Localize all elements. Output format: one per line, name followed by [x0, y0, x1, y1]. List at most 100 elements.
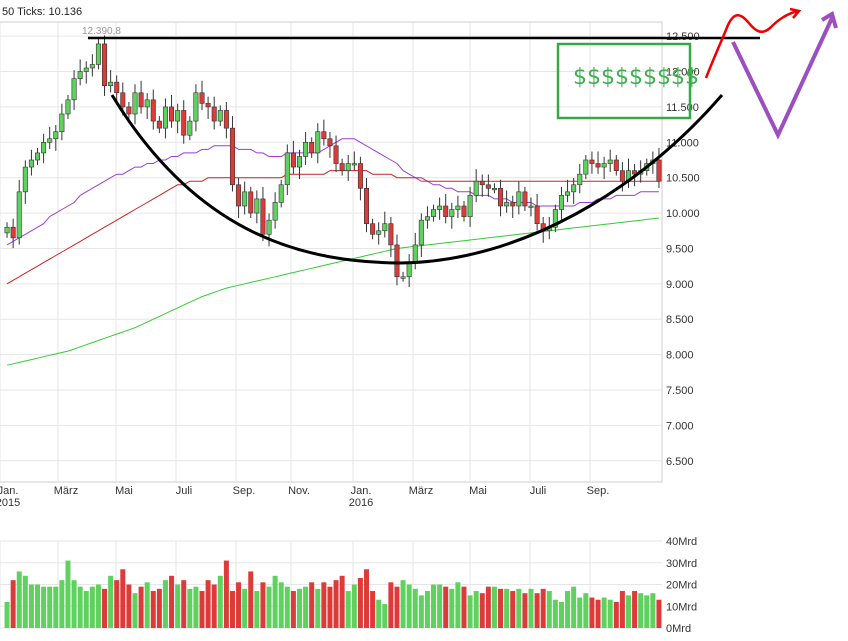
volume-bar [345, 591, 351, 628]
candle-body [114, 81, 120, 94]
plot-frame [0, 21, 663, 483]
volume-bar [83, 591, 89, 628]
candle-body [406, 262, 412, 278]
volume-bar [315, 588, 321, 628]
candle-body [522, 191, 528, 207]
candle-body [296, 156, 302, 168]
ticks-label: 50 Ticks: 10.136 [2, 6, 82, 18]
volume-bar [248, 571, 254, 628]
max-value-label: 12.390,8 [82, 26, 121, 37]
candle-body [77, 71, 83, 79]
candle-body [345, 163, 351, 171]
ma-long-line [6, 217, 660, 366]
y-tick-label: 9.500 [666, 243, 694, 255]
volume-bar [577, 597, 583, 628]
volume-bar [77, 586, 83, 628]
volume-bar [242, 588, 248, 628]
volume-bar [522, 593, 528, 628]
volume-bar [102, 588, 108, 628]
volume-bar [491, 586, 497, 628]
candle-body [41, 142, 47, 154]
volume-bar [223, 560, 229, 628]
candle-body [443, 205, 449, 217]
cup-curve [110, 94, 724, 265]
candle-body [28, 159, 34, 168]
y-tick-label: 11.500 [666, 102, 699, 114]
volume-bar [65, 560, 71, 628]
candle-body [175, 110, 181, 122]
volume-bar [516, 588, 522, 628]
candle-body [217, 110, 223, 122]
candle-body [595, 163, 601, 168]
volume-bar [601, 597, 607, 628]
x-tick-label: März [409, 485, 433, 497]
candle-body [278, 184, 284, 203]
volume-bar [540, 588, 546, 628]
candle-body [242, 191, 248, 207]
money-annotation: $$$$$$$$$ [573, 65, 699, 90]
candle-body [449, 209, 455, 217]
volume-bar [138, 586, 144, 628]
candle-body [132, 92, 138, 115]
candle-body [290, 152, 296, 168]
candle-body [4, 226, 10, 234]
y-tick-label: 7.500 [666, 385, 694, 397]
candle-body [364, 188, 370, 224]
candle-body [491, 188, 497, 191]
volume-bar [278, 582, 284, 628]
volume-bar [558, 601, 564, 628]
candle-body [613, 159, 619, 171]
volume-bar [296, 588, 302, 628]
volume-bar [589, 597, 595, 628]
candle-body [156, 120, 162, 129]
candle-body [510, 202, 516, 207]
y-tick-label: 6.500 [666, 456, 694, 468]
candle-body [266, 219, 272, 235]
candle-body [71, 78, 77, 101]
candle-body [516, 191, 522, 207]
volume-bar [351, 584, 357, 628]
volume-bar [364, 569, 370, 628]
volume-bar [382, 604, 388, 628]
ma-short-line [6, 138, 659, 246]
candle-body [632, 170, 638, 175]
candle-body [47, 138, 53, 143]
x-tick-label: Jan. [0, 485, 18, 497]
ma-mid-line [6, 170, 659, 285]
x-tick-year: 2015 [0, 497, 20, 509]
candle-body [254, 198, 260, 214]
volume-bar [333, 580, 339, 628]
candle-body [394, 244, 400, 278]
volume-tick-label: 30Mrd [666, 558, 697, 570]
y-tick-label: 10.000 [666, 208, 700, 220]
candle-body [272, 202, 278, 221]
volume-bar [229, 591, 235, 628]
volume-bar [199, 591, 205, 628]
volume-bar [53, 586, 59, 628]
volume-bar [132, 593, 138, 628]
volume-bar [650, 593, 656, 628]
volume-bar [16, 571, 22, 628]
volume-bar [303, 586, 309, 628]
candle-body [607, 159, 613, 164]
candle-body [571, 184, 577, 193]
volume-bar [162, 580, 168, 628]
axes: 12.50012.00011.50011.00010.50010.0009.50… [0, 31, 700, 635]
x-tick-label: Juli [530, 485, 547, 497]
volume-bar [565, 591, 571, 628]
volume-bars [4, 560, 662, 628]
candle-body [461, 205, 467, 217]
candle-body [248, 191, 254, 214]
candle-body [333, 145, 339, 164]
volume-bar [35, 584, 41, 628]
volume-bar [400, 580, 406, 628]
candle-body [169, 106, 175, 122]
volume-bar [638, 593, 644, 628]
volume-bar [108, 575, 114, 628]
candlestick-series [4, 35, 662, 288]
candle-body [437, 205, 443, 210]
volume-tick-label: 20Mrd [666, 580, 697, 592]
volume-bar [473, 591, 479, 628]
volume-bar [528, 588, 534, 628]
x-tick-label: März [54, 485, 78, 497]
